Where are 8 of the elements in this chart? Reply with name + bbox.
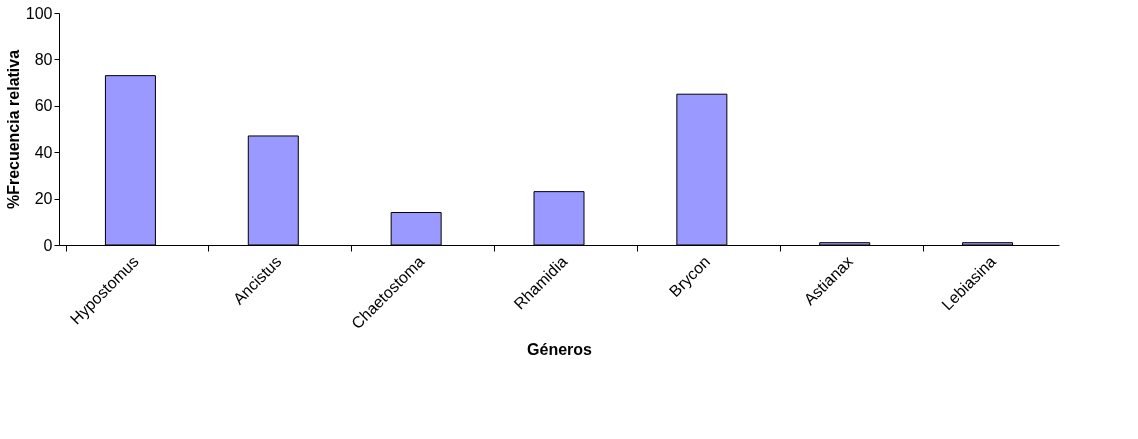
y-tick-label: 60: [34, 97, 53, 115]
y-tick-label: 80: [34, 50, 53, 68]
x-axis-title: Géneros: [527, 341, 593, 359]
y-axis-title: %Frecuencia relativa: [4, 49, 22, 210]
y-tick-label: 0: [43, 236, 53, 254]
y-tick-label: 20: [34, 190, 53, 208]
y-tick-label: 40: [34, 143, 53, 161]
y-tick-label: 100: [25, 4, 53, 22]
